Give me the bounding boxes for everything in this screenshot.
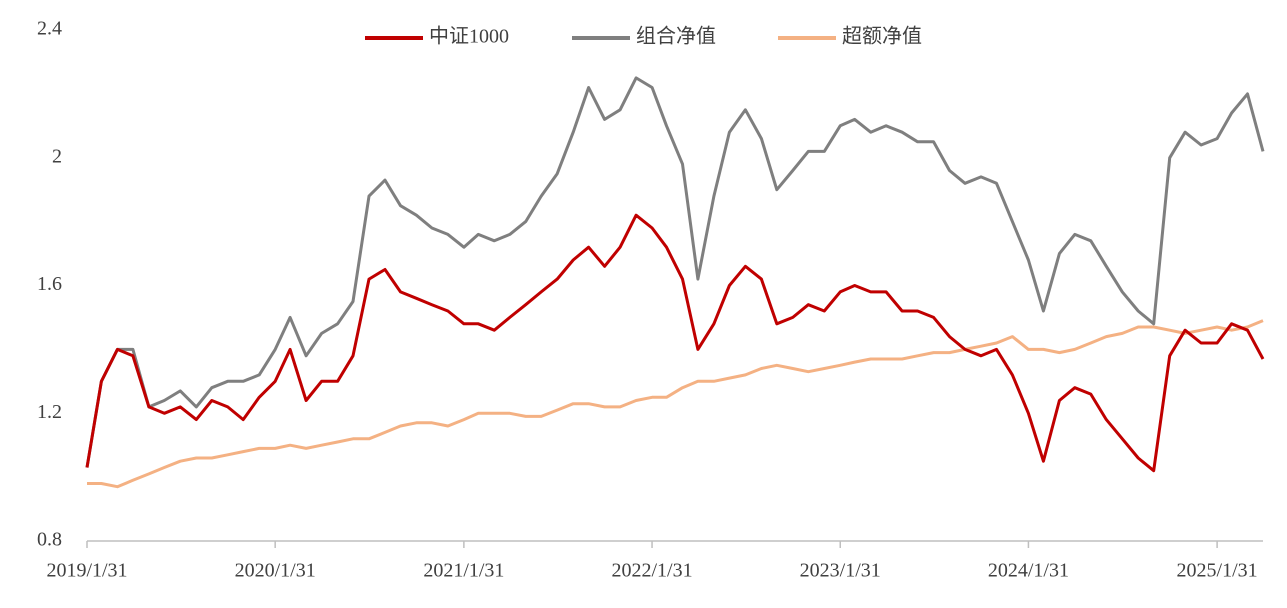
series-line [85,76,1265,468]
legend-label: 组合净值 [636,25,716,48]
y-tick-label: 0.8 [37,529,62,551]
y-tick-label: 2.4 [37,18,62,40]
y-tick-label: 1.2 [37,401,62,423]
x-tick-label: 2025/1/31 [1177,560,1258,582]
x-tick-label: 2023/1/31 [800,560,881,582]
legend-label: 超额净值 [842,25,922,48]
y-tick-label: 2 [52,145,62,167]
x-tick-label: 2019/1/31 [46,560,127,582]
legend-label: 中证1000 [429,25,509,48]
x-tick-label: 2024/1/31 [988,560,1069,582]
x-tick-label: 2021/1/31 [423,560,504,582]
series-line [85,213,1265,473]
x-tick-label: 2022/1/31 [611,560,692,582]
series-line [87,319,1264,489]
x-tick-label: 2020/1/31 [235,560,316,582]
y-tick-label: 1.6 [37,273,62,295]
